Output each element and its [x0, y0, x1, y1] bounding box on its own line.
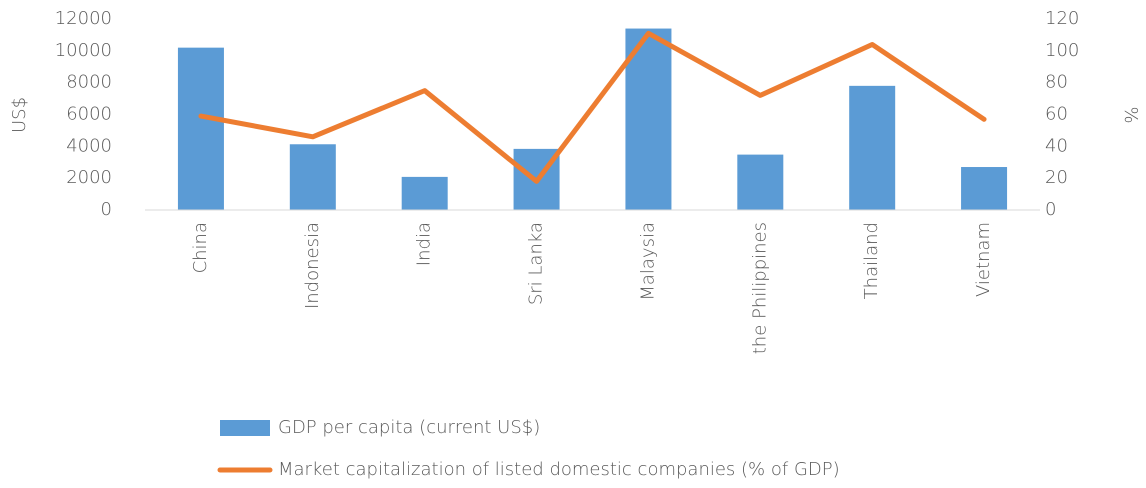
y-tick-label: 2000 — [66, 167, 112, 188]
y2-axis-label: % — [1120, 106, 1141, 123]
y-tick-label: 6000 — [66, 104, 112, 125]
legend-swatch — [220, 420, 270, 436]
y2-tick-label: 100 — [1045, 40, 1079, 61]
x-tick-label: India — [414, 222, 435, 266]
y2-tick-label: 60 — [1045, 104, 1068, 125]
line — [198, 30, 987, 184]
bar — [289, 144, 336, 210]
x-tick-label: Sri Lanka — [526, 222, 547, 305]
bar — [177, 47, 224, 211]
x-tick-label: Malaysia — [637, 222, 658, 301]
y-axis-label: US$ — [9, 97, 30, 133]
y-tick-label: 10000 — [55, 40, 112, 61]
y2-tick-label: 120 — [1045, 8, 1079, 29]
bar — [737, 154, 784, 210]
x-tick-label: Indonesia — [302, 222, 323, 309]
x-tick-label: China — [190, 222, 211, 273]
y-tick-label: 12000 — [55, 8, 112, 29]
bar — [961, 167, 1008, 210]
y2-tick-label: 0 — [1045, 199, 1056, 220]
bar — [849, 85, 896, 210]
bar — [625, 28, 672, 210]
y-tick-label: 0 — [101, 199, 112, 220]
y-tick-label: 4000 — [66, 135, 112, 156]
x-tick-label: the Philippines — [749, 222, 770, 354]
x-tick-label: Vietnam — [973, 222, 994, 297]
y2-tick-label: 20 — [1045, 167, 1068, 188]
x-tick-label: Thailand — [861, 222, 882, 299]
legend-label: GDP per capita (current US$) — [278, 417, 540, 438]
bar — [401, 176, 448, 210]
y2-tick-label: 40 — [1045, 135, 1068, 156]
legend-label: Market capitalization of listed domestic… — [278, 459, 840, 480]
y-tick-label: 8000 — [66, 72, 112, 93]
y2-tick-label: 80 — [1045, 72, 1068, 93]
